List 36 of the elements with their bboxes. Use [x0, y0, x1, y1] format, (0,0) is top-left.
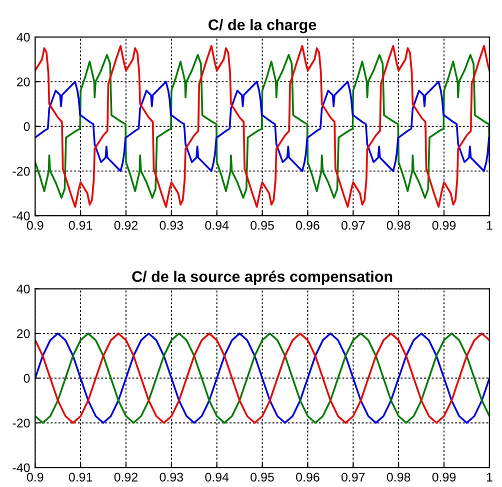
x-tick-label: 0.99	[432, 472, 456, 482]
y-tick-label: 40	[16, 284, 30, 294]
x-tick-label: 0.94	[205, 220, 229, 230]
x-tick-label: 0.91	[68, 472, 92, 482]
x-tick-label: 0.97	[341, 472, 365, 482]
x-tick-label: 0.93	[160, 472, 184, 482]
x-tick-label: 0.95	[250, 220, 274, 230]
chart-title: C/ de la charge	[208, 18, 316, 34]
x-tick-label: 0.92	[114, 472, 138, 482]
y-tick-label: 20	[17, 329, 30, 338]
x-tick-label: 0.93	[160, 220, 184, 230]
y-tick-label: 0	[24, 374, 30, 383]
x-tick-label: 0.95	[250, 472, 274, 482]
x-tick-label: 0.96	[296, 220, 320, 230]
x-tick-label: 0.97	[341, 220, 365, 230]
x-tick-label: 0.98	[386, 472, 410, 482]
x-tick-label: 0.99	[432, 220, 456, 230]
chart-title: C/ de la source aprés compensation	[132, 270, 392, 286]
x-tick-label: 0.96	[296, 472, 320, 482]
x-tick-label: 1	[486, 472, 492, 482]
y-tick-label: 20	[17, 77, 30, 86]
y-tick-label: 0	[24, 122, 30, 132]
line-series	[35, 80, 490, 172]
x-tick-label: 0.98	[386, 220, 410, 230]
line-series	[35, 332, 490, 424]
x-tick-label: 0.92	[114, 220, 138, 230]
y-tick-label: -20	[12, 166, 30, 176]
y-tick-label: -40	[12, 212, 30, 220]
x-tick-label: 0.9	[26, 220, 44, 230]
x-tick-label: 1	[486, 221, 492, 230]
x-tick-label: 0.9	[26, 472, 44, 482]
x-tick-label: 0.94	[205, 472, 229, 482]
y-tick-label: -40	[12, 463, 30, 472]
y-tick-label: -20	[12, 418, 30, 428]
y-tick-label: 40	[16, 32, 30, 42]
x-tick-label: 0.91	[68, 220, 92, 230]
